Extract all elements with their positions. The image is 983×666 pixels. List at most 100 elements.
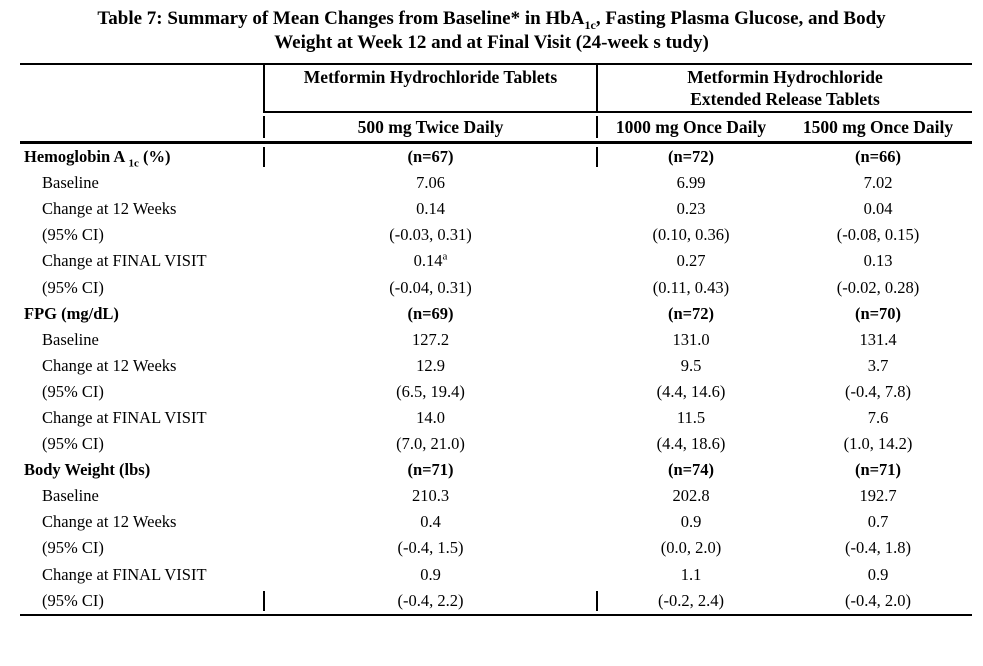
value-cell: 7.06 <box>416 173 445 193</box>
value-cell: (4.4, 14.6) <box>656 381 726 401</box>
table-row: Baseline 127.2 131.0 131.4 <box>20 327 972 353</box>
label-text: Body Weight (lbs) <box>24 460 151 480</box>
title-subscript-1c: 1c <box>584 17 596 32</box>
value-cell: 6.99 <box>676 173 706 193</box>
row-label: Baseline <box>42 329 99 349</box>
value-text: 0.14 <box>413 251 443 271</box>
table-title-line2: Weight at Week 12 and at Final Visit (24… <box>20 31 963 55</box>
col-header-metformin-tablets: Metformin Hydrochloride Tablets <box>263 65 596 113</box>
value-cell: 127.2 <box>411 329 450 349</box>
value-cell: (n=71) <box>407 460 454 480</box>
value-cell: (-0.4, 1.5) <box>397 538 464 558</box>
table-row: (95% CI) (6.5, 19.4) (4.4, 14.6) (-0.4, 7.8… <box>20 379 972 405</box>
table-title-line1: Table 7: Summary of Mean Changes from Ba… <box>20 7 963 31</box>
value-superscript: a <box>442 250 448 263</box>
value-cell: 7.02 <box>863 173 893 193</box>
value-cell: (n=67) <box>263 147 596 168</box>
title-text-post: , Fasting Plasma Glucose, and Body <box>595 8 886 29</box>
value-cell: 131.4 <box>859 329 897 349</box>
footnote-asterisk-text: * All patients on metformin hydrochlorid… <box>24 664 562 666</box>
table-row: Change at FINAL VISIT 0.9 1.1 0.9 <box>20 562 972 588</box>
row-label: (95% CI) <box>42 381 104 401</box>
col-header-er-line1: Metformin Hydrochloride <box>687 67 883 87</box>
value-cell: 1.1 <box>680 564 702 584</box>
value-cell: 0.4 <box>420 512 441 532</box>
value-cell: (-0.02, 0.28) <box>836 277 920 297</box>
value-cell: (-0.4, 2.2) <box>263 590 596 611</box>
row-label: Change at 12 Weeks <box>42 512 177 532</box>
value-cell: 0.13 <box>863 251 893 271</box>
value-cell: 9.5 <box>680 355 702 375</box>
footnotes: * All patients on metformin hydrochlorid… <box>24 616 562 666</box>
col-header-metformin-er-tablets: Metformin Hydrochloride Extended Release… <box>596 65 972 113</box>
value-cell: 0.23 <box>676 199 706 219</box>
col-header-er-line2: Extended Release Tablets <box>690 89 880 109</box>
value-cell: (n=72) <box>596 147 784 168</box>
value-cell: (0.10, 0.36) <box>652 225 730 245</box>
value-cell: 202.8 <box>672 486 710 506</box>
section-header-row: Body Weight (lbs) (n=71) (n=74) (n=71) <box>20 457 972 483</box>
section-label: FPG (mg/dL) <box>20 304 263 324</box>
table-row: (95% CI) (7.0, 21.0) (4.4, 18.6) (1.0, 14.2… <box>20 431 972 457</box>
col-header-500mg-twice-daily: 500 mg Twice Daily <box>263 116 596 138</box>
col-header-1000mg-once-daily: 1000 mg Once Daily <box>596 116 784 138</box>
col-header-1500mg-once-daily: 1500 mg Once Daily <box>802 117 954 137</box>
value-cell: 3.7 <box>867 355 889 375</box>
row-label: (95% CI) <box>42 590 104 610</box>
row-label: (95% CI) <box>42 277 104 297</box>
section-label: Body Weight (lbs) <box>20 460 263 480</box>
row-label: Baseline <box>42 173 99 193</box>
table-row: Change at FINAL VISIT 14.0 11.5 7.6 <box>20 405 972 431</box>
value-cell: 0.7 <box>867 512 889 532</box>
value-cell: (n=70) <box>854 303 902 323</box>
header-empty-cell <box>20 65 263 113</box>
value-cell: (-0.04, 0.31) <box>389 277 472 297</box>
value-cell: 131.0 <box>672 329 710 349</box>
row-label: (95% CI) <box>42 434 104 454</box>
section-label: Hemoglobin A 1c (%) <box>20 147 263 170</box>
row-label: Change at 12 Weeks <box>42 355 177 375</box>
col-header-metformin-tablets-label: Metformin Hydrochloride Tablets <box>303 67 558 87</box>
table-row: Change at FINAL VISIT 0.14a 0.27 0.13 <box>20 248 972 274</box>
table-body: Hemoglobin A 1c (%) (n=67) (n=72) (n=66) Bas… <box>20 144 972 614</box>
value-cell: (n=72) <box>667 303 715 323</box>
value-cell: (-0.4, 1.8) <box>845 538 911 558</box>
value-cell: (4.4, 18.6) <box>656 434 726 454</box>
value-cell: 0.9 <box>680 512 702 532</box>
value-cell: (n=71) <box>854 460 902 480</box>
table-row: Baseline 210.3 202.8 192.7 <box>20 483 972 509</box>
value-cell: (0.0, 2.0) <box>660 538 722 558</box>
row-label: Baseline <box>42 486 99 506</box>
value-cell: (-0.08, 0.15) <box>836 225 920 245</box>
value-cell: 7.6 <box>867 407 889 427</box>
row-label: Change at FINAL VISIT <box>42 407 207 427</box>
value-cell: (1.0, 14.2) <box>843 434 913 454</box>
value-cell: (6.5, 19.4) <box>396 381 465 401</box>
value-cell: 0.14a <box>263 251 596 271</box>
value-cell: (n=69) <box>407 303 454 323</box>
row-label: Change at FINAL VISIT <box>42 564 207 584</box>
footnote-asterisk: * All patients on metformin hydrochlorid… <box>24 662 562 666</box>
value-cell: 12.9 <box>416 355 445 375</box>
label-text: FPG (mg/dL) <box>24 303 119 323</box>
section-header-row: FPG (mg/dL) (n=69) (n=72) (n=70) <box>20 301 972 327</box>
value-cell: 0.9 <box>867 564 889 584</box>
value-cell: (0.11, 0.43) <box>652 277 730 297</box>
value-cell: 14.0 <box>416 407 445 427</box>
title-text-pre: Table 7: Summary of Mean Changes from Ba… <box>97 8 585 29</box>
table-row: Change at 12 Weeks 0.14 0.23 0.04 <box>20 196 972 222</box>
row-label: Change at FINAL VISIT <box>42 251 207 271</box>
value-cell: (7.0, 21.0) <box>396 434 465 454</box>
row-label: Change at 12 Weeks <box>42 199 177 219</box>
value-cell: (-0.4, 7.8) <box>845 381 911 401</box>
value-cell: 0.9 <box>420 564 441 584</box>
value-cell: 0.14 <box>416 199 445 219</box>
table-row: Change at 12 Weeks 0.4 0.9 0.7 <box>20 509 972 535</box>
table-row: (95% CI) (-0.4, 1.5) (0.0, 2.0) (-0.4, 1.8) <box>20 535 972 561</box>
label-subscript: 1c <box>128 157 139 170</box>
table-row: Baseline 7.06 6.99 7.02 <box>20 170 972 196</box>
row-label: (95% CI) <box>42 538 104 558</box>
value-cell: 0.04 <box>863 199 893 219</box>
label-text: Hemoglobin A <box>24 147 129 167</box>
